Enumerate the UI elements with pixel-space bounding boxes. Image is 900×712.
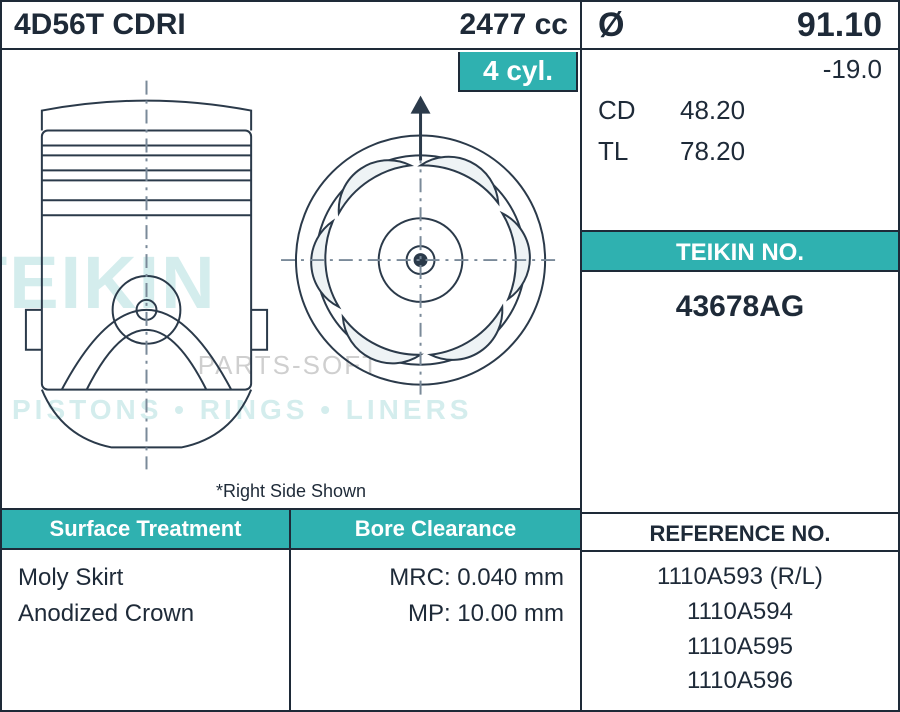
treatment-body: Moly Skirt Anodized Crown MRC: 0.040 mm … bbox=[2, 548, 580, 710]
reference-list: 1110A593 (R/L) 1110A594 1110A595 1110A59… bbox=[582, 552, 898, 707]
surface-line: Moly Skirt bbox=[18, 560, 273, 596]
cd-label: CD bbox=[598, 95, 642, 126]
header-left: 4D56T CDRI 2477 cc bbox=[2, 2, 582, 50]
right-column: -19.0 CD 48.20 TL 78.20 TEIKIN NO. 43678… bbox=[582, 50, 898, 710]
displacement: 2477 cc bbox=[460, 8, 568, 42]
header-right: Ø 91.10 bbox=[582, 2, 898, 50]
cd-value: 48.20 bbox=[680, 95, 745, 126]
piston-svg bbox=[2, 50, 580, 508]
spec-sheet: 4D56T CDRI 2477 cc Ø 91.10 4 cyl. TEIKIN… bbox=[0, 0, 900, 712]
bore-line: MP: 10.00 mm bbox=[307, 596, 564, 632]
reference-no-header: REFERENCE NO. bbox=[582, 512, 898, 552]
piston-drawing: *Right Side Shown bbox=[2, 50, 580, 508]
surface-line: Anodized Crown bbox=[18, 596, 273, 632]
treatment-header-row: Surface Treatment Bore Clearance bbox=[2, 508, 580, 548]
reference-item: 1110A596 bbox=[582, 664, 898, 699]
left-column: TEIKIN PISTONS • RINGS • LINERS PARTS-SO… bbox=[2, 50, 582, 710]
diameter-symbol: Ø bbox=[598, 6, 624, 45]
surface-treatment-header: Surface Treatment bbox=[2, 510, 291, 548]
drawing-note: *Right Side Shown bbox=[216, 481, 366, 502]
bore-clearance-values: MRC: 0.040 mm MP: 10.00 mm bbox=[291, 550, 580, 710]
surface-treatment-values: Moly Skirt Anodized Crown bbox=[2, 550, 291, 710]
tl-row: TL 78.20 bbox=[598, 136, 882, 167]
reference-item: 1110A593 (R/L) bbox=[582, 560, 898, 595]
bore-line: MRC: 0.040 mm bbox=[307, 560, 564, 596]
header-row: 4D56T CDRI 2477 cc Ø 91.10 bbox=[2, 2, 898, 50]
engine-code: 4D56T CDRI bbox=[14, 8, 186, 42]
offset-value: -19.0 bbox=[598, 54, 882, 85]
bore-clearance-header: Bore Clearance bbox=[291, 510, 580, 548]
teikin-no-header: TEIKIN NO. bbox=[582, 230, 898, 272]
reference-item: 1110A595 bbox=[582, 630, 898, 665]
dimension-specs: -19.0 CD 48.20 TL 78.20 bbox=[582, 50, 898, 230]
teikin-no-value: 43678AG bbox=[582, 272, 898, 342]
diameter-value: 91.10 bbox=[797, 6, 882, 45]
reference-item: 1110A594 bbox=[582, 595, 898, 630]
tl-value: 78.20 bbox=[680, 136, 745, 167]
tl-label: TL bbox=[598, 136, 642, 167]
cd-row: CD 48.20 bbox=[598, 95, 882, 126]
